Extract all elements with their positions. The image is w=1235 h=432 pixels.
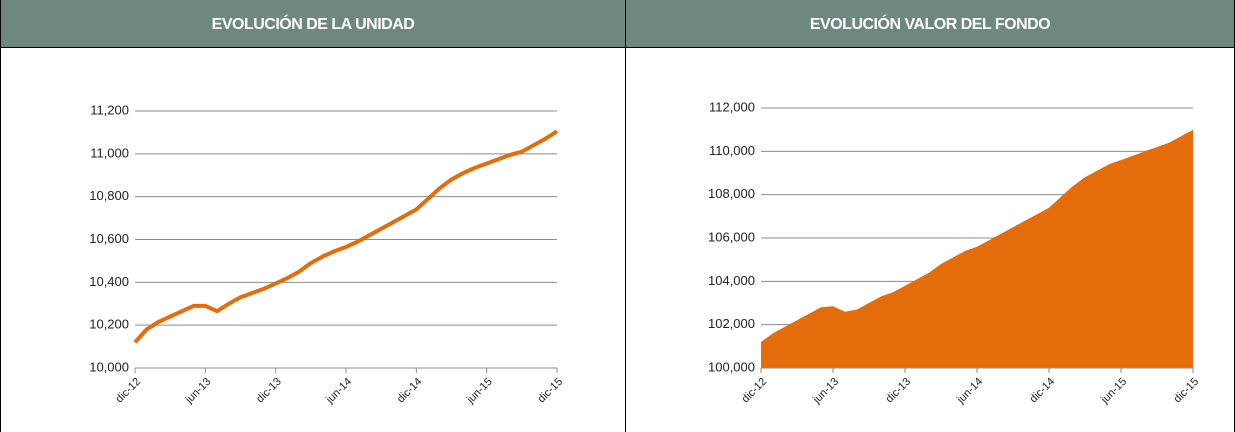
y-tick-label: 110,000 [709,143,755,158]
x-tick-label: dic-15 [535,376,565,406]
area [761,129,1193,368]
x-tick-label: jun-14 [954,376,985,407]
x-tick-label: jun-15 [1098,376,1129,407]
y-tick-label: 100,000 [708,359,755,374]
y-tick-label: 10,200 [89,317,129,332]
x-tick-label: dic-15 [1172,376,1202,406]
y-tick-label: 10,800 [89,188,129,203]
x-tick-label: dic-12 [113,376,143,406]
x-tick-label: dic-13 [254,376,284,406]
y-tick-label: 106,000 [708,229,755,244]
x-tick-label: jun-13 [810,376,841,407]
y-tick-label: 11,200 [90,102,129,117]
x-tick-label: jun-14 [323,376,354,407]
y-tick-label: 10,400 [89,274,129,289]
x-tick-label: dic-14 [1028,376,1058,406]
x-tick-label: jun-13 [183,376,214,407]
y-tick-label: 10,600 [89,231,129,246]
y-tick-label: 10,000 [89,359,129,374]
header-bar [0,0,1235,47]
y-tick-label: 104,000 [708,273,755,288]
x-tick-label: dic-13 [883,376,913,406]
x-tick-label: jun-15 [464,376,495,407]
x-tick-label: dic-12 [739,376,769,406]
y-tick-label: 102,000 [708,316,755,331]
x-tick-label: dic-14 [395,376,425,406]
y-tick-label: 11,000 [90,145,129,160]
y-tick-label: 112,000 [709,99,755,114]
chart-title: EVOLUCIÓN DE LA UNIDAD [212,14,415,33]
y-tick-label: 108,000 [708,186,755,201]
chart-title: EVOLUCIÓN VALOR DEL FONDO [810,14,1050,33]
line [133,129,559,344]
